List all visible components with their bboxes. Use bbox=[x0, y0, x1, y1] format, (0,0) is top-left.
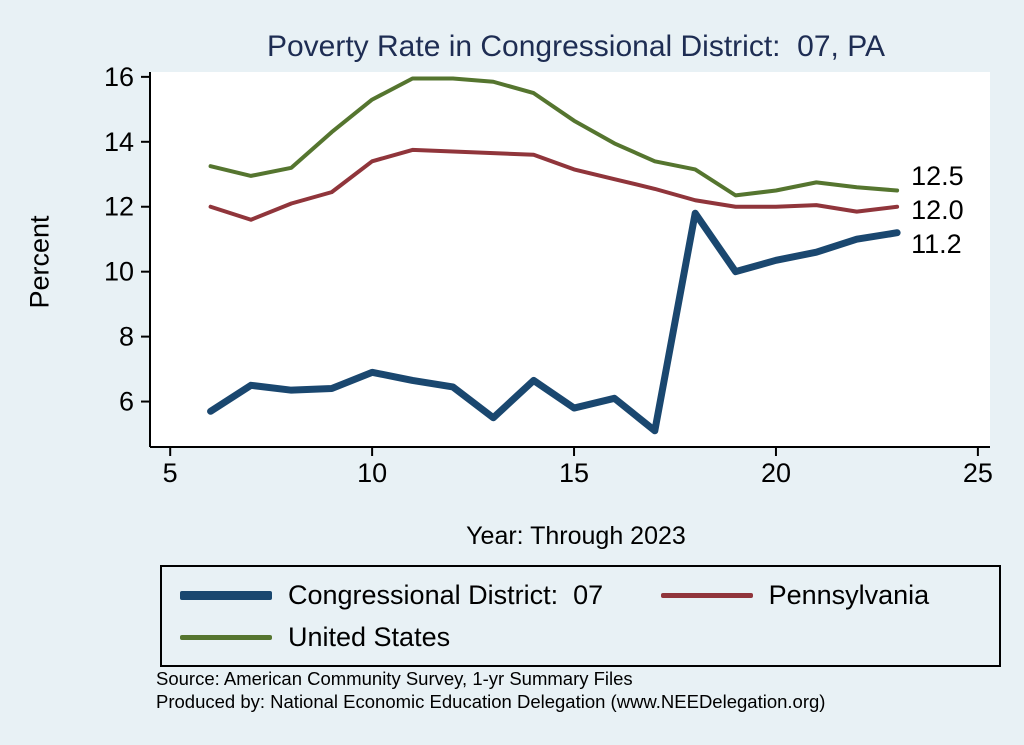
produced-by-line: Produced by: National Economic Education… bbox=[156, 690, 826, 712]
y-tick-label: 10 bbox=[104, 257, 134, 287]
x-tick-label: 15 bbox=[559, 458, 589, 488]
x-tick-label: 20 bbox=[761, 458, 791, 488]
x-tick-label: 10 bbox=[357, 458, 387, 488]
y-tick-label: 6 bbox=[119, 387, 134, 417]
legend-swatch-united-states bbox=[180, 634, 272, 640]
legend-swatch-pennsylvania bbox=[660, 592, 753, 598]
end-value-label: 12.0 bbox=[911, 195, 964, 225]
legend-label-united-states: United States bbox=[288, 621, 451, 652]
chart-title: Poverty Rate in Congressional District: … bbox=[266, 30, 886, 63]
legend: Congressional District: 07 Pennsylvania … bbox=[160, 565, 1001, 667]
source-line: Source: American Community Survey, 1-yr … bbox=[156, 668, 633, 689]
legend-item-pennsylvania: Pennsylvania bbox=[660, 579, 981, 611]
plot-svg: 6 8 10 12 14 16 5 10 15 20 25 12.5 12.0 11.2 bbox=[104, 62, 993, 488]
series-line-0 bbox=[207, 209, 901, 435]
x-tick-label: 5 bbox=[163, 458, 178, 488]
legend-item-united-states: United States bbox=[180, 621, 661, 653]
y-tick-label: 16 bbox=[104, 62, 134, 92]
end-value-label: 11.2 bbox=[911, 229, 962, 259]
source-note: Source: American Community Survey, 1-yr … bbox=[156, 668, 825, 713]
legend-item-cd07: Congressional District: 07 bbox=[180, 579, 661, 611]
legend-label-cd07: Congressional District: 07 bbox=[288, 579, 604, 610]
end-value-label: 12.5 bbox=[911, 161, 964, 191]
plot-background bbox=[150, 72, 990, 447]
series-line-1 bbox=[208, 147, 900, 222]
y-tick-label: 12 bbox=[104, 192, 134, 222]
legend-swatch-cd07 bbox=[180, 590, 272, 600]
y-tick-label: 14 bbox=[104, 127, 134, 157]
y-tick-label: 8 bbox=[119, 322, 134, 352]
legend-label-pennsylvania: Pennsylvania bbox=[768, 579, 930, 610]
x-tick-label: 25 bbox=[963, 458, 993, 488]
x-axis-label: Year: Through 2023 bbox=[466, 522, 686, 550]
series-line-2 bbox=[208, 76, 900, 198]
